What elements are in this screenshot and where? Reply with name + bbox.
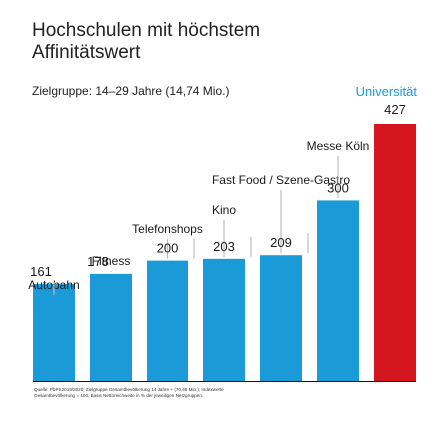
- bar-3: [203, 258, 245, 381]
- value-label-5: 300: [327, 180, 349, 195]
- bar-4: [260, 255, 302, 381]
- value-label-6: 427: [384, 102, 406, 117]
- chart-title-line-1: Hochschulen mit höchstem: [32, 20, 261, 41]
- category-label-2: Telefonshops: [132, 222, 203, 236]
- value-label-1: 178: [87, 254, 109, 269]
- highlight-category-label: Universität: [355, 84, 417, 99]
- value-label-0: 161: [30, 264, 52, 279]
- source-note-line-2: Gesamtbevölkerung = 100; Basis Nettoreic…: [34, 393, 204, 398]
- chart-subtitle: Zielgruppe: 14–29 Jahre (14,74 Mio.): [32, 84, 230, 98]
- bar-2: [147, 260, 188, 381]
- source-note-line-1: Quelle: PbPS2019/2020; Zielgruppe Gesamt…: [34, 387, 224, 392]
- category-label-4: Fast Food / Szene-Gastro: [212, 173, 350, 187]
- bar-0: [33, 284, 75, 381]
- category-label-5: Messe Köln: [307, 139, 370, 153]
- bar-1: [90, 273, 132, 381]
- value-label-3: 203: [213, 239, 235, 254]
- category-label-1: Fitness: [92, 254, 131, 268]
- source-note: Quelle: PbPS2019/2020; Zielgruppe Gesamt…: [34, 387, 424, 399]
- value-label-4: 209: [270, 235, 292, 250]
- value-label-2: 200: [157, 241, 179, 256]
- chart-title-line-2: Affinitätswert: [32, 42, 141, 63]
- bar-6: [374, 124, 416, 381]
- bar-5: [317, 200, 359, 381]
- category-label-3: Kino: [212, 203, 236, 217]
- chart-title: Hochschulen mit höchstem Affinitätswert: [32, 20, 412, 64]
